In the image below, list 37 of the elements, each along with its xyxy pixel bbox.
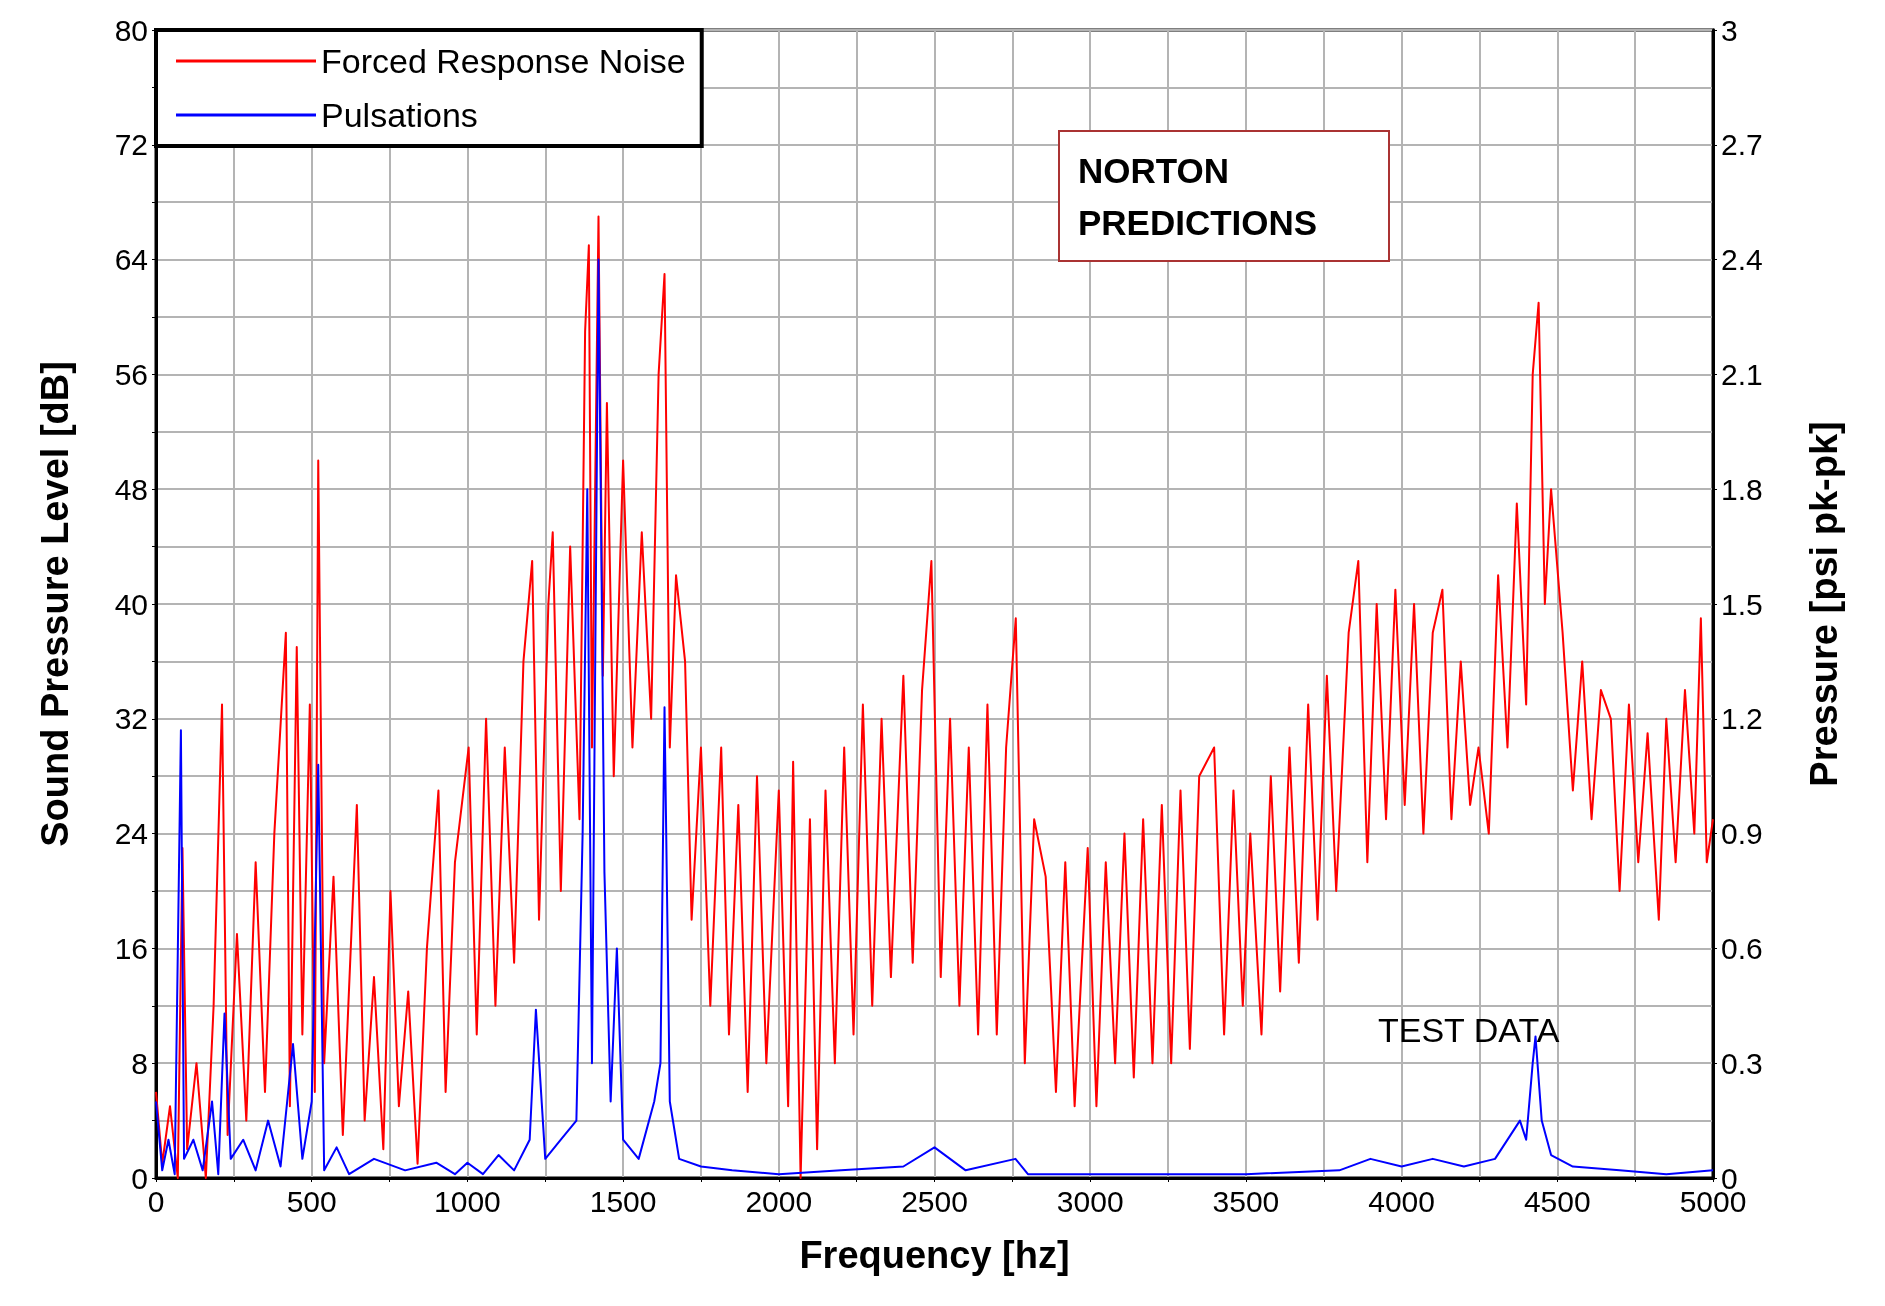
y2-tick-label: 2.4	[1721, 243, 1763, 277]
x-tick-label: 2000	[745, 1184, 813, 1218]
y2-axis-title: Pressure [psi pk-pk]	[1803, 421, 1845, 787]
x-tick-label: 4500	[1523, 1184, 1591, 1218]
y2-tick-label: 0.9	[1721, 817, 1763, 851]
y2-tick-label: 0.6	[1721, 931, 1763, 965]
y-tick-label: 8	[131, 1046, 148, 1080]
annotation: TEST DATA	[1378, 1011, 1560, 1049]
y-tick-label: 64	[114, 243, 148, 277]
annotation: NORTON PREDICTIONS	[1078, 150, 1318, 242]
x-axis-title: Frequency [hz]	[799, 1234, 1070, 1276]
y-tick-label: 56	[114, 357, 148, 391]
x-tick-label: 3000	[1056, 1184, 1124, 1218]
y2-tick-label: 0.3	[1721, 1046, 1763, 1080]
y-tick-label: 72	[114, 128, 148, 162]
y2-tick-label: 2.1	[1721, 357, 1763, 391]
legend-label: Forced Response Noise	[321, 42, 686, 80]
y2-tick-label: 1.5	[1721, 587, 1763, 621]
x-tick-label: 2500	[901, 1184, 968, 1218]
y2-tick-label: 3	[1721, 13, 1738, 47]
y-tick-label: 80	[114, 13, 148, 47]
y2-tick-label: 2.7	[1721, 128, 1763, 162]
x-tick-label: 1000	[434, 1184, 501, 1218]
y-tick-label: 24	[114, 817, 148, 851]
y-tick-label: 0	[131, 1161, 148, 1195]
y-tick-label: 48	[114, 472, 148, 506]
x-tick-label: 500	[286, 1184, 337, 1218]
x-tick-label: 1500	[589, 1184, 657, 1218]
legend-label: Pulsations	[321, 96, 478, 134]
y-tick-label: 16	[114, 931, 148, 965]
y-axis-title: Sound Pressure Level [dB]	[34, 361, 76, 847]
x-tick-label: 4000	[1368, 1184, 1435, 1218]
y2-tick-label: 1.8	[1721, 472, 1763, 506]
y-tick-label: 40	[114, 587, 148, 621]
x-tick-label: 3500	[1212, 1184, 1280, 1218]
y2-tick-label: 1.2	[1721, 702, 1763, 736]
y-tick-label: 32	[114, 702, 148, 736]
